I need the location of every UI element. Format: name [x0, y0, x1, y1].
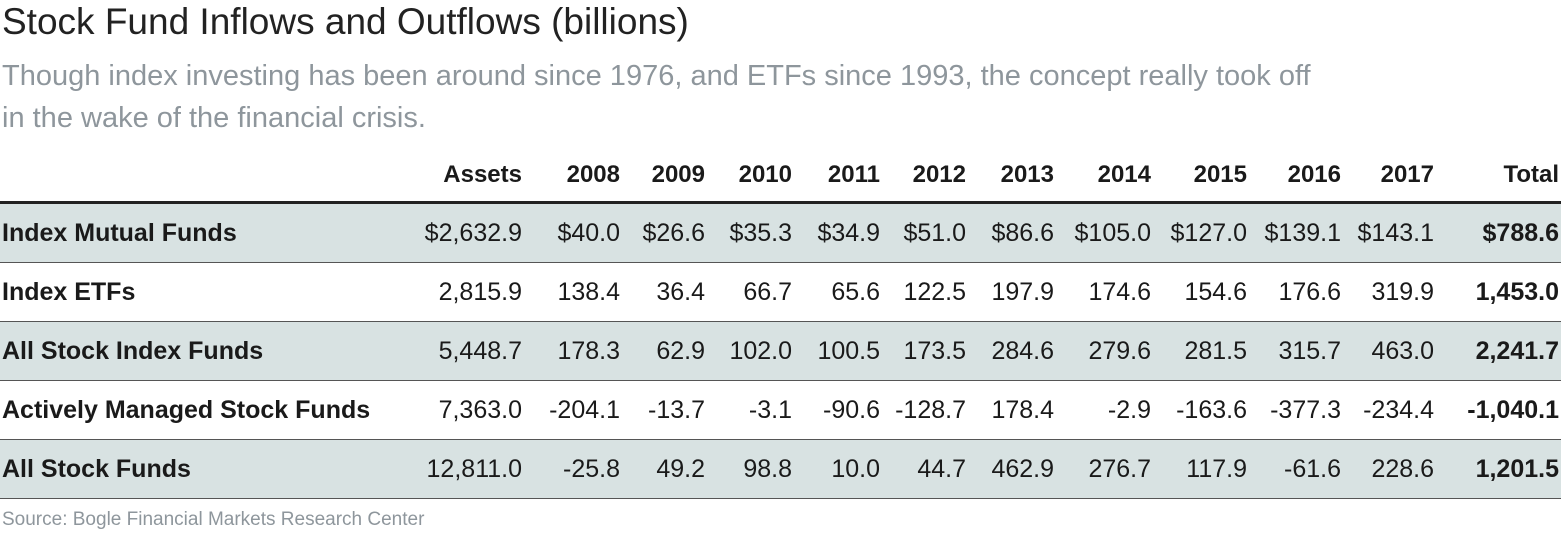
- table-cell: -61.6: [1284, 455, 1341, 483]
- table-cell: -90.6: [823, 396, 880, 424]
- column-header: 2008: [566, 161, 620, 188]
- column-header: 2016: [1287, 161, 1341, 188]
- table-cell: 174.6: [1088, 278, 1151, 306]
- row-label: Actively Managed Stock Funds: [2, 396, 371, 424]
- row-label: Index ETFs: [2, 278, 136, 306]
- table-cell: 176.6: [1278, 278, 1341, 306]
- table-cell: $34.9: [817, 219, 880, 247]
- row-label: Index Mutual Funds: [2, 219, 237, 247]
- table-cell: 122.5: [903, 278, 966, 306]
- column-header: 2015: [1193, 161, 1247, 188]
- column-header: 2010: [738, 161, 792, 188]
- table-cell: 100.5: [817, 337, 880, 365]
- table-cell: 279.6: [1088, 337, 1151, 365]
- table-cell: 1,201.5: [1475, 455, 1559, 483]
- table-row: [0, 204, 1561, 263]
- table-cell: -163.6: [1176, 396, 1247, 424]
- subtitle: in the wake of the financial crisis.: [2, 102, 426, 134]
- table-cell: 98.8: [743, 455, 792, 483]
- table-cell: 62.9: [656, 337, 705, 365]
- table-cell: -3.1: [748, 396, 792, 424]
- table-cell: $105.0: [1074, 219, 1151, 247]
- header-rule: [0, 201, 1561, 204]
- column-header: 2012: [912, 161, 966, 188]
- column-header: 2013: [1000, 161, 1054, 188]
- table-cell: 49.2: [656, 455, 705, 483]
- table-cell: 463.0: [1371, 337, 1434, 365]
- table-cell: 319.9: [1371, 278, 1434, 306]
- table-cell: 178.4: [991, 396, 1054, 424]
- table-cell: $86.6: [991, 219, 1054, 247]
- table-cell: -128.7: [895, 396, 966, 424]
- table-cell: 462.9: [991, 455, 1054, 483]
- table-cell: -13.7: [648, 396, 705, 424]
- table-cell: 284.6: [991, 337, 1054, 365]
- table-cell: $26.6: [642, 219, 705, 247]
- table-cell: 154.6: [1184, 278, 1247, 306]
- column-header: 2014: [1097, 161, 1151, 188]
- table-cell: -25.8: [563, 455, 620, 483]
- table-cell: -377.3: [1270, 396, 1341, 424]
- table-cell: 2,241.7: [1475, 337, 1559, 365]
- table-cell: 117.9: [1186, 455, 1247, 483]
- table-cell: 2,815.9: [438, 278, 522, 306]
- table-cell: 197.9: [991, 278, 1054, 306]
- table-cell: -1,040.1: [1467, 396, 1559, 424]
- table-cell: 281.5: [1184, 337, 1247, 365]
- table-cell: 1,453.0: [1475, 278, 1559, 306]
- table-cell: -204.1: [549, 396, 620, 424]
- title: Stock Fund Inflows and Outflows (billion…: [2, 1, 689, 42]
- row-label: All Stock Index Funds: [2, 337, 264, 365]
- table-cell: 173.5: [903, 337, 966, 365]
- table-cell: 12,811.0: [426, 455, 522, 483]
- table-cell: $35.3: [729, 219, 792, 247]
- table-cell: 65.6: [831, 278, 880, 306]
- table-cell: 315.7: [1278, 337, 1341, 365]
- table-cell: 178.3: [557, 337, 620, 365]
- column-header: 2011: [827, 161, 880, 188]
- table-cell: 7,363.0: [438, 396, 522, 424]
- table-row: [0, 440, 1561, 499]
- table-cell: 228.6: [1371, 455, 1434, 483]
- table-cell: -234.4: [1363, 396, 1434, 424]
- table-cell: 66.7: [743, 278, 792, 306]
- table-row: [0, 322, 1561, 381]
- subtitle: Though index investing has been around s…: [2, 60, 1311, 92]
- table-cell: -2.9: [1107, 396, 1151, 424]
- table-cell: $143.1: [1357, 219, 1434, 247]
- column-header: Assets: [443, 161, 522, 188]
- source: Source: Bogle Financial Markets Research…: [2, 509, 425, 530]
- table-cell: $788.6: [1482, 219, 1559, 247]
- table-cell: 5,448.7: [438, 337, 522, 365]
- table-cell: 138.4: [557, 278, 620, 306]
- column-header: 2017: [1380, 161, 1434, 188]
- table-cell: $51.0: [903, 219, 966, 247]
- table-row: [0, 381, 1561, 440]
- table-cell: $40.0: [557, 219, 620, 247]
- table-cell: 36.4: [656, 278, 705, 306]
- row-label: All Stock Funds: [2, 455, 191, 483]
- table-cell: $127.0: [1170, 219, 1247, 247]
- table-cell: 44.7: [917, 455, 966, 483]
- table-cell: 276.7: [1088, 455, 1151, 483]
- table-row: [0, 263, 1561, 322]
- column-header: Total: [1503, 161, 1559, 188]
- table-cell: 102.0: [729, 337, 792, 365]
- column-header: 2009: [651, 161, 705, 188]
- table-cell: $139.1: [1264, 219, 1341, 247]
- table-cell: 10.0: [831, 455, 880, 483]
- table-cell: $2,632.9: [424, 219, 522, 247]
